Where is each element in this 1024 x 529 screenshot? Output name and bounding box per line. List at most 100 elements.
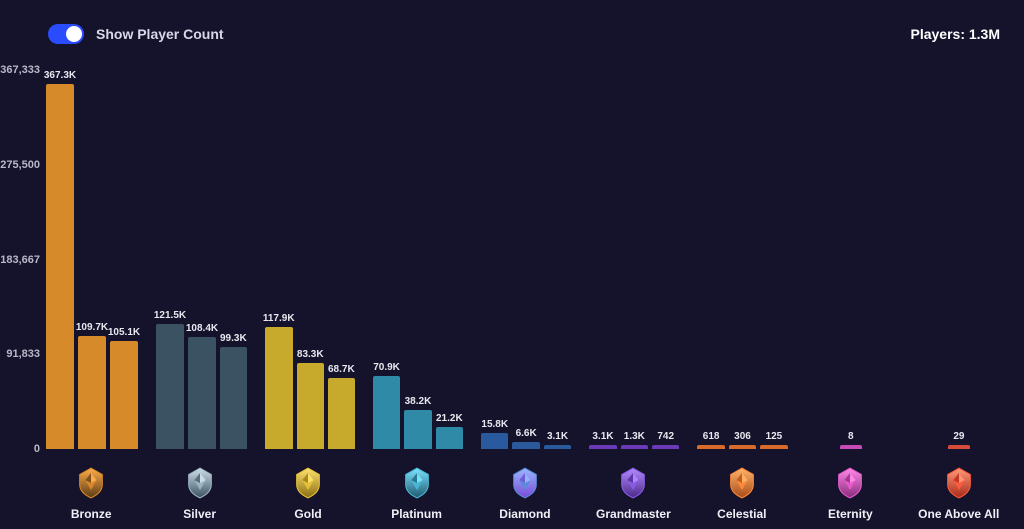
rank-footer-item: Bronze: [46, 465, 136, 521]
bar-fill: [188, 337, 216, 449]
bar-value-label: 125: [766, 431, 783, 442]
bars: 15.8K 6.6K 3.1K: [481, 70, 571, 449]
bar-value-label: 117.9K: [263, 313, 295, 324]
bar-value-label: 306: [734, 431, 751, 442]
rank-footer-item: One Above All: [914, 465, 1004, 521]
rank-icon: [507, 465, 543, 501]
bars: 117.9K 83.3K 68.7K: [265, 70, 355, 449]
rank-group: 15.8K 6.6K 3.1K: [481, 70, 571, 449]
bar-fill: [729, 445, 756, 449]
bar: 108.4K: [188, 70, 216, 449]
bar: 105.1K: [110, 70, 138, 449]
rank-footer-item: Celestial: [697, 465, 787, 521]
y-tick: 91,833: [6, 348, 40, 360]
rank-group: 618 306 125: [697, 70, 787, 449]
bars: 367.3K109.7K105.1K: [46, 70, 138, 449]
rank-icon: [399, 465, 435, 501]
bar: 3.1K: [589, 70, 616, 449]
rank-label: Grandmaster: [596, 507, 671, 521]
bars: 70.9K 38.2K 21.2K: [373, 70, 463, 449]
bar: 70.9K: [373, 70, 400, 449]
rank-label: Eternity: [828, 507, 873, 521]
bar-value-label: 99.3K: [220, 333, 247, 344]
bars: 121.5K108.4K99.3K: [156, 70, 247, 449]
bar: 6.6K: [512, 70, 539, 449]
rank-label: One Above All: [918, 507, 999, 521]
y-tick: 275,500: [0, 159, 40, 171]
bar-fill: [544, 445, 571, 449]
rank-label: Celestial: [717, 507, 766, 521]
bar-value-label: 8: [848, 431, 854, 442]
rank-icon: [73, 465, 109, 501]
players-total: Players: 1.3M: [911, 26, 1001, 42]
bar: 117.9K: [265, 70, 293, 449]
bar-value-label: 367.3K: [44, 70, 76, 81]
bar-value-label: 3.1K: [592, 431, 613, 442]
bar-value-label: 83.3K: [297, 349, 324, 360]
bar-fill: [621, 445, 648, 449]
rank-icon: [941, 465, 977, 501]
y-tick: 0: [34, 443, 40, 455]
bar-fill: [265, 327, 293, 449]
bars: 29: [914, 70, 1004, 449]
rank-icon: [615, 465, 651, 501]
rank-label: Gold: [294, 507, 321, 521]
bar-fill: [697, 445, 724, 449]
bar: 38.2K: [404, 70, 431, 449]
rank-group: 121.5K108.4K99.3K: [156, 70, 247, 449]
bar-value-label: 15.8K: [481, 419, 508, 430]
bar-value-label: 68.7K: [328, 364, 355, 375]
bar-fill: [840, 445, 862, 449]
rank-group: 29: [914, 70, 1004, 449]
bar: 1.3K: [621, 70, 648, 449]
bar: 99.3K: [220, 70, 247, 449]
rank-group: 8: [806, 70, 896, 449]
bar: 15.8K: [481, 70, 508, 449]
rank-footer-item: Gold: [263, 465, 353, 521]
bar: 8: [840, 70, 862, 449]
bar-value-label: 1.3K: [624, 431, 645, 442]
toggle-label: Show Player Count: [96, 26, 224, 42]
bar-fill: [589, 445, 616, 449]
y-tick: 367,333: [0, 64, 40, 76]
bar: 742: [652, 70, 679, 449]
rank-icon: [182, 465, 218, 501]
bar-value-label: 6.6K: [516, 428, 537, 439]
bar: 68.7K: [328, 70, 355, 449]
bar-fill: [373, 376, 400, 449]
bar: 125: [760, 70, 787, 449]
bar-value-label: 21.2K: [436, 413, 463, 424]
rank-label: Diamond: [499, 507, 550, 521]
bar-value-label: 121.5K: [154, 310, 186, 321]
rank-footer-item: Silver: [154, 465, 244, 521]
toggle-wrap: Show Player Count: [48, 24, 224, 44]
bar-value-label: 70.9K: [373, 362, 400, 373]
bar-value-label: 29: [953, 431, 964, 442]
bar: 21.2K: [436, 70, 463, 449]
rank-label: Platinum: [391, 507, 442, 521]
bar-fill: [220, 347, 247, 449]
chart-header: Show Player Count Players: 1.3M: [0, 20, 1024, 48]
bar: 3.1K: [544, 70, 571, 449]
bar-fill: [948, 445, 970, 449]
player-count-toggle[interactable]: [48, 24, 84, 44]
bar-fill: [760, 445, 787, 449]
rank-label: Silver: [183, 507, 216, 521]
bar-fill: [652, 445, 679, 449]
bar-value-label: 108.4K: [186, 323, 218, 334]
bar-value-label: 3.1K: [547, 431, 568, 442]
rank-icon: [290, 465, 326, 501]
bar: 618: [697, 70, 724, 449]
bar-fill: [512, 442, 539, 449]
rank-icon: [724, 465, 760, 501]
bar: 29: [948, 70, 970, 449]
rank-group: 70.9K 38.2K 21.2K: [373, 70, 463, 449]
rank-group: 367.3K109.7K105.1K: [46, 70, 138, 449]
rank-label: Bronze: [71, 507, 112, 521]
bar-fill: [297, 363, 324, 449]
rank-icon: [832, 465, 868, 501]
bar: 306: [729, 70, 756, 449]
bar: 367.3K: [46, 70, 74, 449]
bar-fill: [436, 427, 463, 449]
rank-footer-item: Eternity: [805, 465, 895, 521]
